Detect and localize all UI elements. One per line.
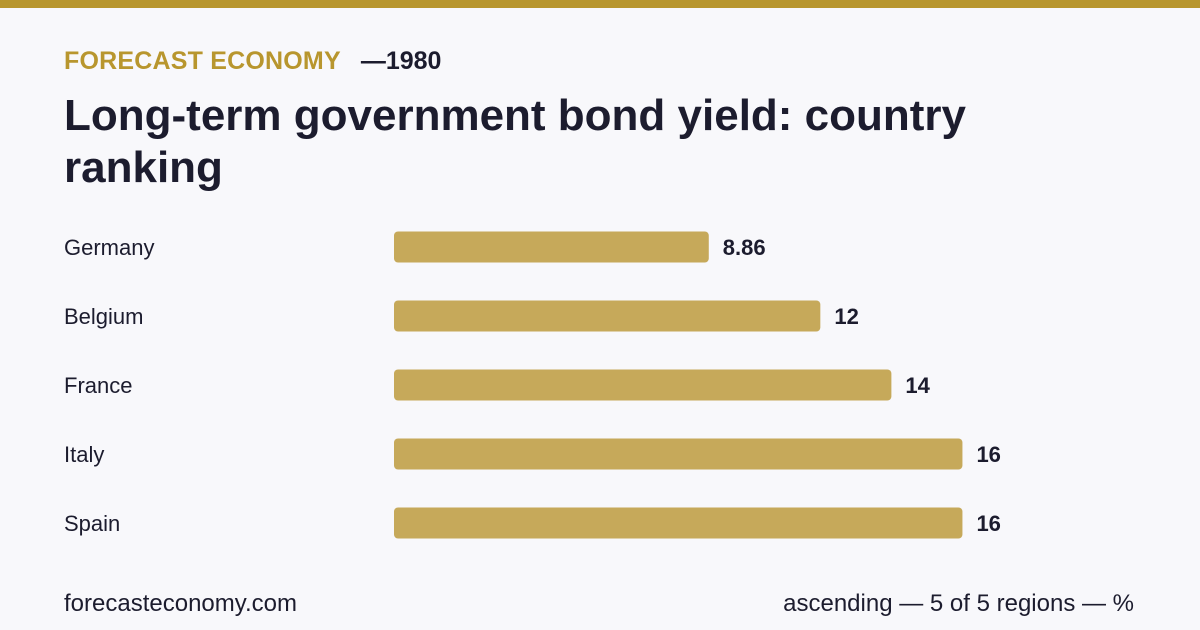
bar-chart: Germany 8.86 Belgium 12 France 14 Italy 16 Spain… xyxy=(64,231,1001,539)
value-label: 16 xyxy=(976,511,1000,536)
bar xyxy=(394,300,821,332)
footer-site: forecasteconomy.com xyxy=(64,590,297,617)
category-label: Belgium xyxy=(64,304,143,329)
category-label: Italy xyxy=(64,442,104,467)
top-accent-bar xyxy=(0,0,1200,8)
value-label: 16 xyxy=(976,442,1000,467)
bar xyxy=(394,231,709,263)
header-year: 1980 xyxy=(385,46,442,75)
bar xyxy=(394,507,963,539)
value-label: 12 xyxy=(834,304,858,329)
header-separator: — xyxy=(360,46,386,75)
value-label: 8.86 xyxy=(723,235,766,260)
chart-title: Long-term government bond yield: country… xyxy=(64,91,967,192)
bar xyxy=(394,438,963,470)
brand-name: FORECAST ECONOMY xyxy=(64,46,341,75)
category-label: Germany xyxy=(64,235,154,260)
footer-note: ascending — 5 of 5 regions — % xyxy=(783,590,1134,617)
category-label: Spain xyxy=(64,511,120,536)
header: FORECAST ECONOMY — 1980 xyxy=(64,44,441,78)
bar xyxy=(394,369,892,401)
value-label: 14 xyxy=(905,373,930,398)
category-label: France xyxy=(64,373,132,398)
